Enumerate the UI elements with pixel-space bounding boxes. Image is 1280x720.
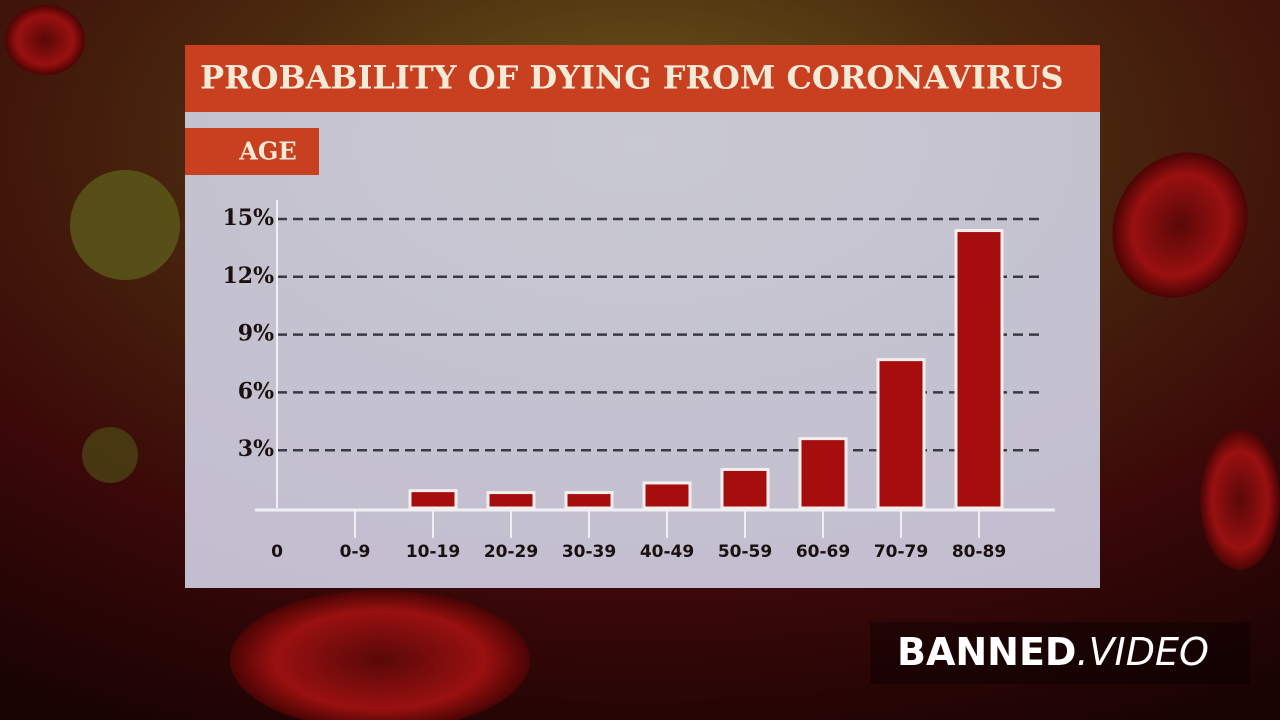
x-label-tag <box>185 128 319 175</box>
y-tick-label: 6% <box>238 378 274 404</box>
x-tick-label: 70-79 <box>874 542 928 562</box>
watermark-bold: BANNED <box>897 630 1076 674</box>
y-tick-label: 9% <box>238 321 274 347</box>
y-tick-label: 12% <box>222 263 274 289</box>
x-tick-label: 60-69 <box>796 542 850 562</box>
bar <box>486 491 536 510</box>
blood-cell <box>1200 430 1280 570</box>
bar <box>408 489 458 510</box>
x-tick-label: 50-59 <box>718 542 772 562</box>
title-bar <box>185 45 1100 112</box>
virus <box>82 427 138 483</box>
blood-cell <box>230 590 530 720</box>
watermark-light: .VIDEO <box>1076 630 1208 674</box>
y-tick-label: 15% <box>222 205 274 231</box>
x-tick-label: 40-49 <box>640 542 694 562</box>
x-tick-label: 30-39 <box>562 542 616 562</box>
y-tick-label: 3% <box>238 436 274 462</box>
watermark: BANNED.VIDEO <box>897 630 1209 674</box>
plot: 3% 6% 9% 12% 15% 0 0-9 10-19 20-29 30-39 40-49 50-5… <box>222 200 1055 562</box>
bar <box>954 229 1004 510</box>
x-tick-label: 10-19 <box>406 542 460 562</box>
blood-cell <box>5 5 85 75</box>
bar <box>564 491 614 510</box>
x-tick-label: 0 <box>271 542 283 562</box>
bar <box>876 358 926 510</box>
blood-cell <box>1112 152 1248 298</box>
x-tick-label: 80-89 <box>952 542 1006 562</box>
watermark-bg <box>870 622 1250 684</box>
axis-label: AGE <box>238 137 296 166</box>
bar <box>720 467 770 510</box>
chart-title: PROBABILITY OF DYING FROM CORONAVIRUS <box>200 59 1063 97</box>
bar <box>798 437 848 510</box>
x-tick-label: 20-29 <box>484 542 538 562</box>
virus <box>70 170 180 280</box>
bar <box>642 481 692 510</box>
x-tick-label: 0-9 <box>340 542 371 562</box>
